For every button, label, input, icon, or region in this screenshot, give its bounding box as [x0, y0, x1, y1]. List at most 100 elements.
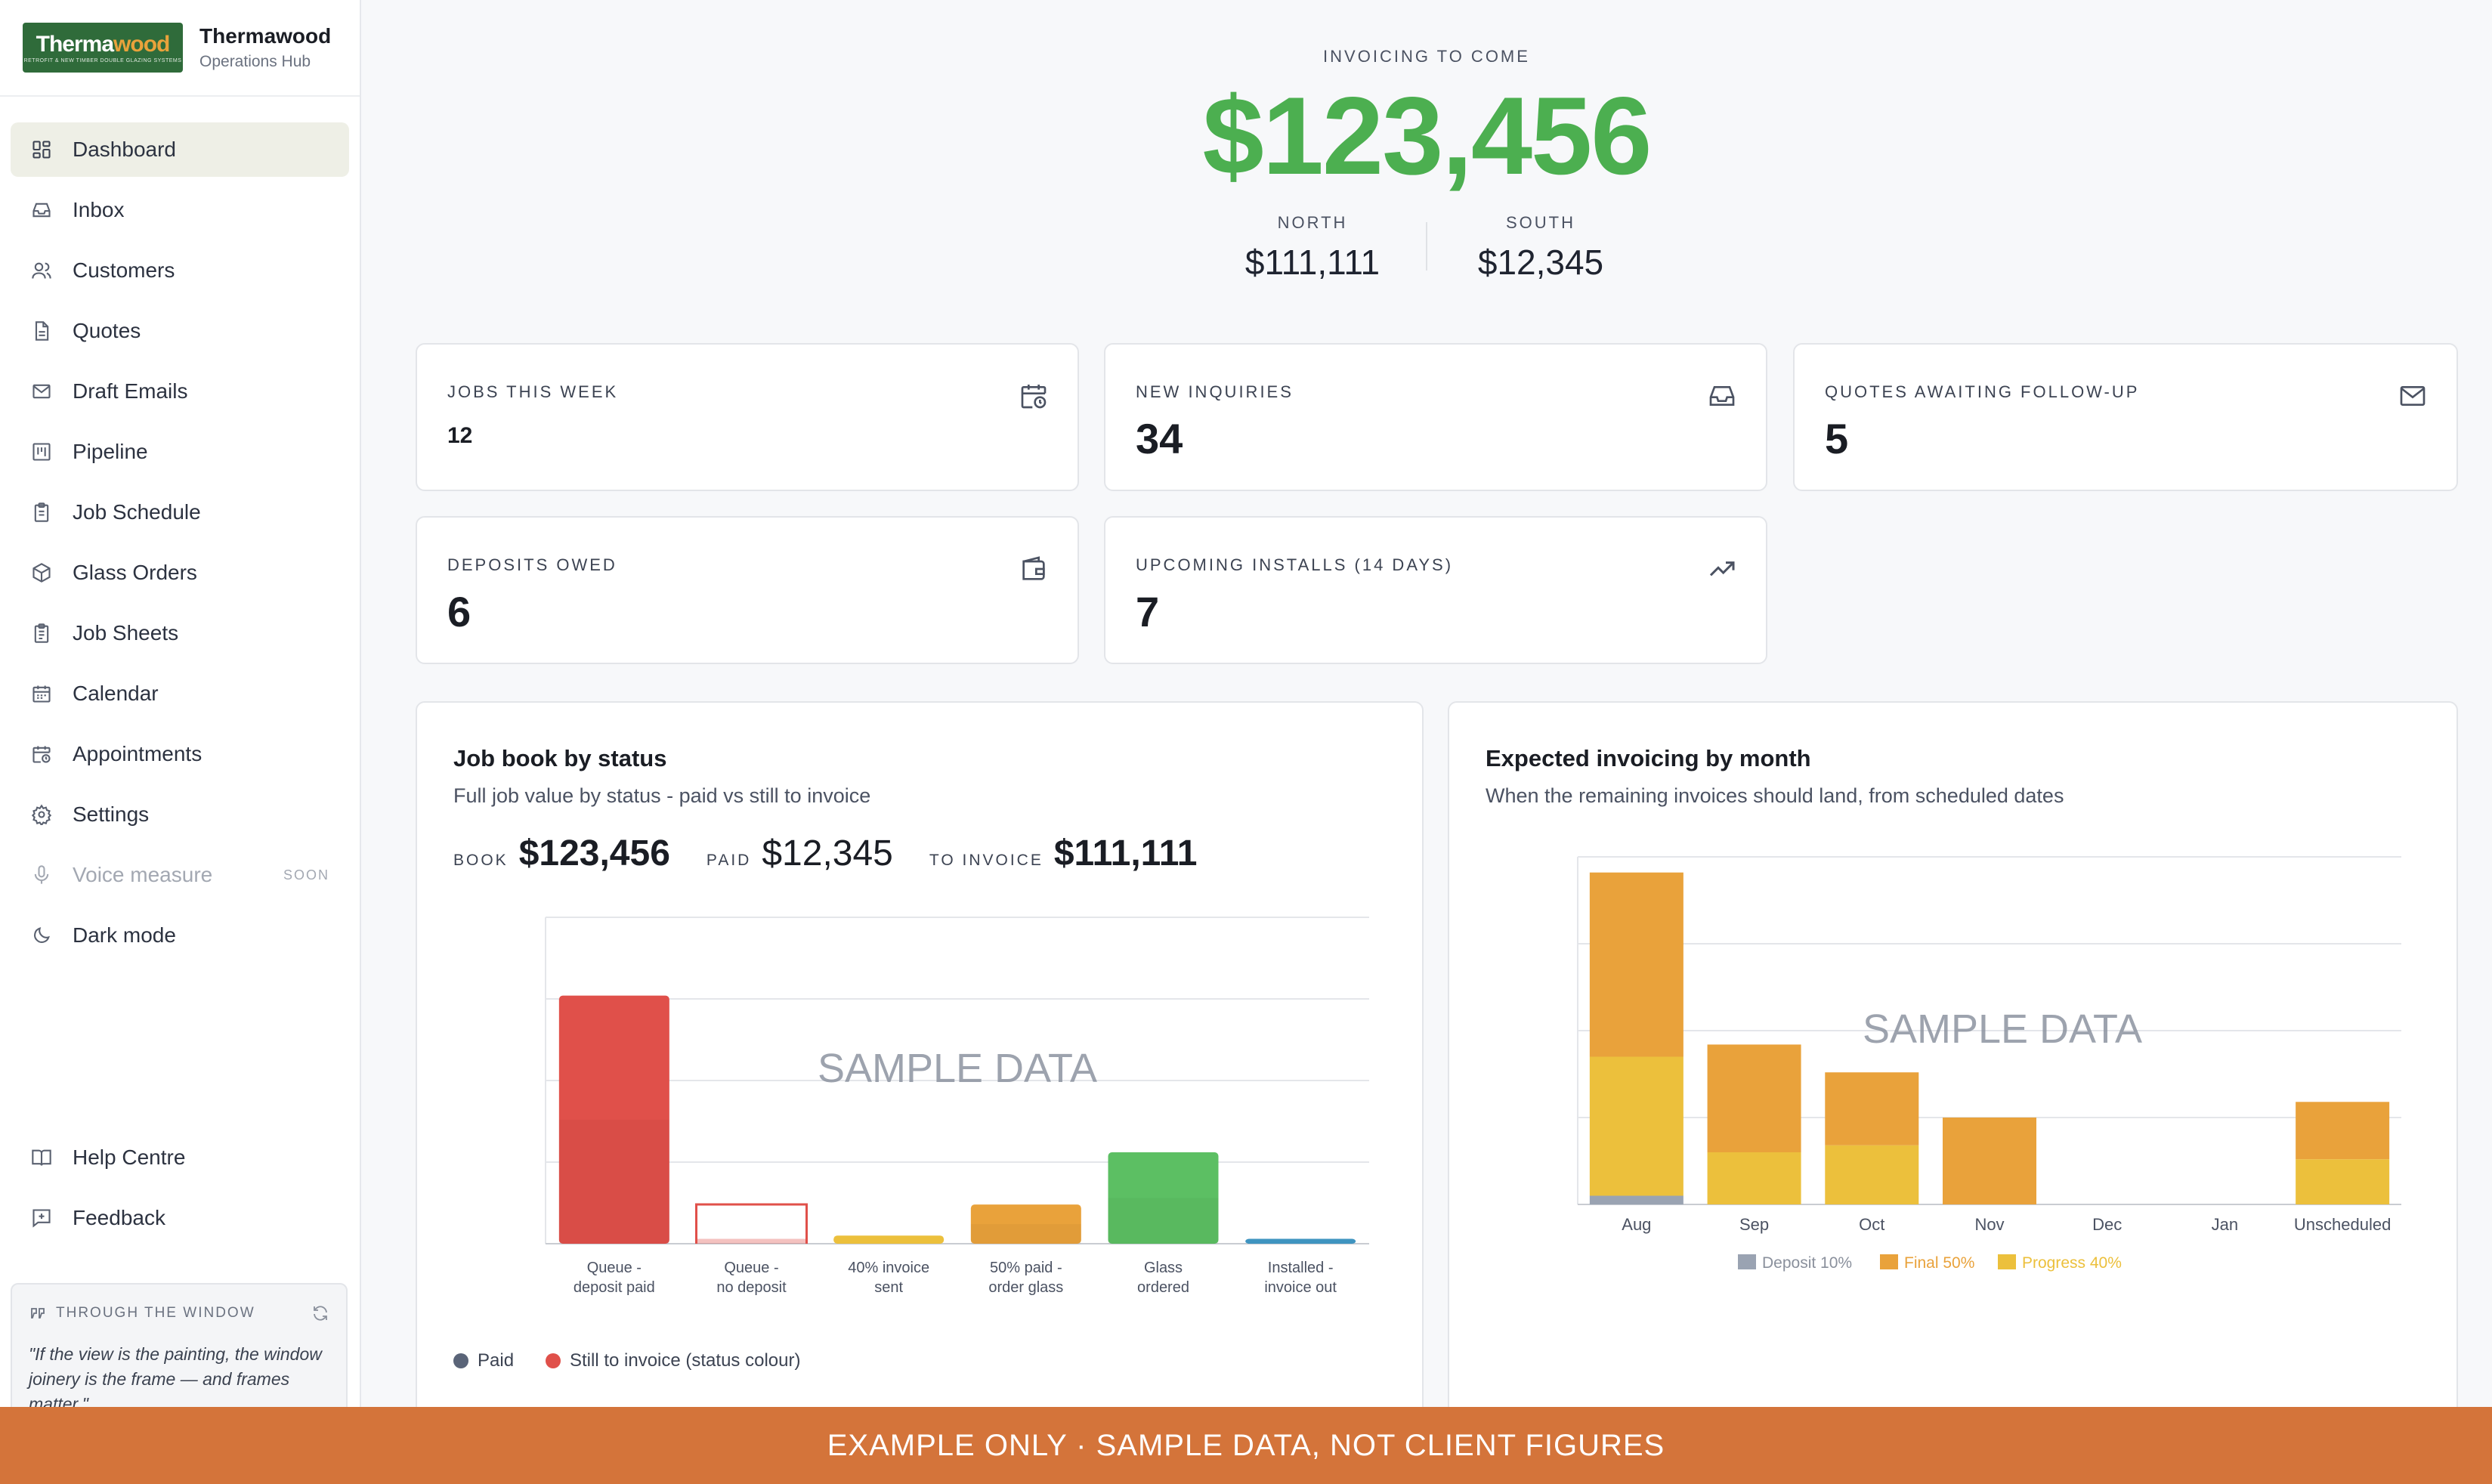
bar	[970, 1204, 1081, 1244]
sidebar-item-feedback[interactable]: Feedback	[11, 1191, 349, 1245]
stacked-bar-segment	[1943, 1118, 2036, 1204]
brand-name: Thermawood	[199, 24, 332, 48]
x-tick-label: deposit paid	[574, 1279, 655, 1296]
stacked-bar-segment	[1589, 1056, 1683, 1196]
legend-label-paid: Paid	[478, 1350, 514, 1371]
divider	[1426, 222, 1427, 271]
expected-invoicing-chart: Aug Sep Oct Nov Dec Jan Unscheduled SAMPLE DATA…	[1577, 856, 2401, 1272]
book-summary: BOOK $123,456 PAID $12,345 TO INVOICE $1…	[453, 833, 1198, 873]
north-total: NORTH $111,111	[1244, 213, 1380, 282]
sidebar-item-pipeline[interactable]: Pipeline	[11, 425, 349, 479]
sidebar-item-glass-orders[interactable]: Glass Orders	[11, 546, 349, 600]
sidebar-item-job-sheets[interactable]: Job Sheets	[11, 606, 349, 660]
x-tick-label: ordered	[1137, 1279, 1189, 1296]
sidebar-item-label: Feedback	[73, 1206, 165, 1229]
users-icon	[30, 259, 53, 282]
x-tick-label: Queue -	[587, 1260, 642, 1276]
x-tick-label: order glass	[988, 1279, 1063, 1296]
sidebar-item-label: Dashboard	[73, 138, 176, 161]
stat-card-quotes-follow-up[interactable]: QUOTES AWAITING FOLLOW-UP 5	[1793, 343, 2458, 491]
main-nav: Dashboard Inbox Customers Quotes Draft E…	[0, 97, 360, 963]
sidebar-item-label: Customers	[73, 258, 175, 282]
x-tick-label: Glass	[1144, 1260, 1183, 1276]
stat-card-new-inquiries[interactable]: NEW INQUIRIES 34	[1104, 343, 1767, 491]
sidebar-item-job-schedule[interactable]: Job Schedule	[11, 485, 349, 539]
thermawood-logo[interactable]: Thermawood RETROFIT & NEW TIMBER DOUBLE …	[23, 23, 183, 73]
sidebar-item-inbox[interactable]: Inbox	[11, 183, 349, 237]
x-tick-label: sent	[874, 1279, 903, 1296]
bar-fill	[696, 1238, 807, 1244]
x-tick-label: Queue -	[724, 1260, 778, 1276]
calendar-clock-icon	[1021, 385, 1047, 409]
job-book-panel: Job book by status Full job value by sta…	[416, 701, 1424, 1457]
sidebar-item-dashboard[interactable]: Dashboard	[11, 122, 349, 177]
sidebar-item-draft-emails[interactable]: Draft Emails	[11, 364, 349, 419]
sidebar-item-label: Dark mode	[73, 923, 176, 947]
bar	[1108, 1152, 1219, 1244]
stat-card-jobs-this-week[interactable]: JOBS THIS WEEK 12	[416, 343, 1079, 491]
sidebar-item-calendar[interactable]: Calendar	[11, 666, 349, 721]
legend-label: Progress 40%	[2022, 1254, 2122, 1272]
brand-subtitle: Operations Hub	[199, 53, 311, 70]
stacked-bar-segment	[2296, 1102, 2390, 1160]
stat-card-upcoming-installs[interactable]: UPCOMING INSTALLS (14 DAYS) 7	[1104, 516, 1767, 664]
x-tick-label: Installed -	[1268, 1260, 1334, 1276]
sidebar-item-label: Inbox	[73, 198, 125, 221]
mail-icon	[2400, 386, 2426, 406]
sidebar-bottom-nav: Help Centre Feedback	[11, 1130, 349, 1251]
sample-data-watermark: SAMPLE DATA	[1863, 1006, 2142, 1052]
sidebar-item-appointments[interactable]: Appointments	[11, 727, 349, 781]
to-invoice-total: $111,111	[1053, 833, 1198, 873]
legend-label: Final 50%	[1904, 1254, 1974, 1272]
book-total: $123,456	[518, 833, 670, 873]
clipboard-icon	[30, 501, 53, 524]
refresh-icon[interactable]	[311, 1304, 329, 1322]
stacked-bar-segment	[1825, 1072, 1919, 1145]
south-total: SOUTH $12,345	[1477, 213, 1604, 282]
sidebar-item-help-centre[interactable]: Help Centre	[11, 1130, 349, 1185]
bar	[558, 995, 669, 1244]
clipboard-list-icon	[30, 622, 53, 645]
sidebar-item-settings[interactable]: Settings	[11, 787, 349, 842]
stat-card-deposits-owed[interactable]: DEPOSITS OWED 6	[416, 516, 1079, 664]
sidebar-item-label: Job Sheets	[73, 621, 179, 645]
inbox-icon	[30, 199, 53, 221]
x-tick-label: Oct	[1859, 1215, 1884, 1234]
x-tick-label: Dec	[2092, 1215, 2122, 1234]
sidebar-item-label: Quotes	[73, 319, 141, 342]
legend-swatch-paid	[453, 1353, 468, 1368]
stacked-bar-segment	[1589, 872, 1683, 1057]
sidebar-item-label: Job Schedule	[73, 500, 201, 524]
stacked-bar-segment	[1589, 1195, 1683, 1204]
panel-title: Job book by status	[453, 745, 667, 771]
document-icon	[30, 320, 53, 342]
job-book-chart: Queue - deposit paid Queue - no deposit 40% …	[453, 917, 1369, 1371]
bar	[1245, 1238, 1356, 1244]
sidebar: Thermawood RETROFIT & NEW TIMBER DOUBLE …	[0, 0, 361, 1484]
x-tick-label: Nov	[1974, 1215, 2004, 1234]
inbox-icon	[1709, 386, 1735, 406]
panel-subtitle: When the remaining invoices should land,…	[1486, 784, 2064, 807]
x-tick-label: Sep	[1739, 1215, 1769, 1234]
dark-mode-toggle[interactable]: Dark mode	[11, 908, 349, 963]
quote-text: "If the view is the painting, the window…	[29, 1344, 322, 1414]
x-tick-label: 40% invoice	[848, 1260, 929, 1276]
kanban-icon	[30, 441, 53, 463]
sidebar-item-label: Pipeline	[73, 440, 148, 463]
calendar-icon	[30, 682, 53, 705]
sample-data-banner: EXAMPLE ONLY · SAMPLE DATA, NOT CLIENT F…	[0, 1407, 2492, 1484]
expected-invoicing-panel: Expected invoicing by month When the rem…	[1448, 701, 2458, 1457]
legend-swatch	[1998, 1254, 2016, 1269]
legend-swatch	[1738, 1254, 1756, 1269]
trending-up-icon	[1709, 561, 1735, 577]
panel-title: Expected invoicing by month	[1486, 745, 1811, 771]
quote-card-title: THROUGH THE WINDOW	[56, 1305, 255, 1321]
hero-label: INVOICING TO COME	[1323, 47, 1530, 66]
x-tick-label: Aug	[1622, 1215, 1651, 1234]
sidebar-item-quotes[interactable]: Quotes	[11, 304, 349, 358]
dashboard-icon	[30, 138, 53, 161]
brand-header: Thermawood RETROFIT & NEW TIMBER DOUBLE …	[0, 0, 360, 97]
sidebar-item-customers[interactable]: Customers	[11, 243, 349, 298]
sidebar-item-label: Calendar	[73, 682, 159, 705]
sidebar-item-label: Glass Orders	[73, 561, 197, 584]
